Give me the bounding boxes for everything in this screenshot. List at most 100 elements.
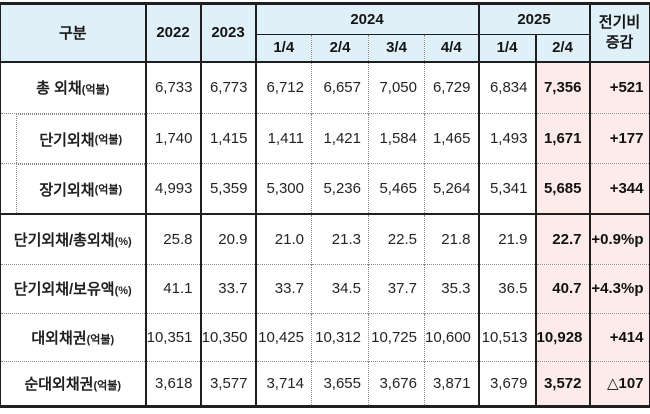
value-cell: 5,465 — [368, 163, 425, 214]
value-cell: 6,712 — [254, 60, 312, 114]
value-cell: 22.5 — [368, 213, 425, 264]
value-cell: 36.5 — [477, 263, 536, 313]
value-cell: 1,493 — [477, 113, 536, 164]
col-header-change-line2: 증감 — [605, 33, 634, 51]
value-cell: 21.3 — [311, 213, 369, 264]
value-cell: 10,425 — [254, 312, 312, 361]
value-cell: 1,415 — [199, 113, 256, 164]
table-row-short-debt-reserves-ratio: 단기외채/보유액(%) 41.1 33.7 33.7 34.5 37.7 35.… — [0, 263, 650, 313]
col-header-2025-q2: 2/4 — [534, 34, 590, 62]
value-cell-highlight: 40.7 — [534, 263, 590, 313]
value-cell: 6,773 — [199, 60, 256, 114]
value-cell: 7,050 — [368, 60, 425, 114]
value-cell: 6,657 — [311, 60, 369, 114]
change-cell: +521 — [588, 60, 650, 114]
row-label-text: 대외채권 — [31, 329, 87, 347]
value-cell: 3,655 — [311, 360, 369, 406]
table-row-external-credit: 대외채권(억불) 10,351 10,350 10,425 10,312 10,… — [0, 312, 650, 361]
value-cell: 10,513 — [477, 312, 536, 361]
value-cell: 21.0 — [254, 213, 312, 264]
value-cell: 5,264 — [424, 163, 479, 214]
col-header-2023: 2023 — [199, 3, 256, 62]
value-cell: 1,740 — [144, 113, 201, 164]
row-label-text: 단기외채 — [39, 131, 95, 149]
row-label-unit: (억불) — [81, 84, 110, 97]
table-row-short-debt-ratio: 단기외채/총외채(%) 25.8 20.9 21.0 21.3 22.5 21.… — [0, 213, 650, 264]
indent-box: 장기외채 (억불) — [16, 164, 145, 213]
value-cell: 10,351 — [144, 312, 201, 361]
table-header: 구분 2022 2023 2024 2025 전기비 증감 1/4 2/4 3/… — [0, 3, 650, 62]
value-cell: 1,421 — [311, 113, 369, 164]
col-header-2024-q1: 1/4 — [254, 34, 312, 62]
value-cell: 3,676 — [368, 360, 425, 406]
row-label-text: 총 외채 — [36, 80, 82, 98]
value-cell: 33.7 — [199, 263, 256, 313]
value-cell: 6,729 — [424, 60, 479, 114]
row-label-unit: (억불) — [86, 333, 115, 346]
value-cell: 3,714 — [254, 360, 312, 406]
value-cell: 35.3 — [424, 263, 479, 313]
col-header-2024-q4: 4/4 — [424, 34, 479, 62]
row-label-unit: (억불) — [94, 184, 123, 196]
value-cell: 5,236 — [311, 163, 369, 214]
table-row-short-term-debt: 단기외채 (억불) 1,740 1,415 1,411 1,421 1,584 1… — [0, 113, 650, 164]
table-row-long-term-debt: 장기외채 (억불) 4,993 5,359 5,300 5,236 5,465 5… — [0, 163, 650, 214]
value-cell: 6,834 — [477, 60, 536, 114]
col-header-change: 전기비 증감 — [588, 3, 650, 62]
value-cell: 3,871 — [424, 360, 479, 406]
col-header-2025-q1: 1/4 — [477, 34, 536, 62]
value-cell-highlight: 7,356 — [534, 60, 590, 114]
row-label: 대외채권(억불) — [0, 312, 146, 361]
value-cell-highlight: 5,685 — [534, 163, 590, 214]
row-label-unit: (억불) — [94, 134, 123, 146]
value-cell: 37.7 — [368, 263, 425, 313]
row-label-unit: (억불) — [93, 379, 122, 392]
value-cell: 1,584 — [368, 113, 425, 164]
value-cell: 3,577 — [199, 360, 256, 406]
value-cell: 21.9 — [477, 213, 536, 264]
row-label-text: 단기외채/보유액 — [13, 281, 115, 298]
col-header-2024-q2: 2/4 — [311, 34, 369, 62]
table-row-net-external-credit: 순대외채권(억불) 3,618 3,577 3,714 3,655 3,676 … — [0, 360, 650, 406]
value-cell: 21.8 — [424, 213, 479, 264]
value-cell: 10,600 — [424, 312, 479, 361]
change-cell: +4.3%p — [588, 263, 650, 313]
value-cell: 10,725 — [368, 312, 425, 361]
value-cell: 10,350 — [199, 312, 256, 361]
value-cell: 20.9 — [199, 213, 256, 264]
value-cell-highlight: 22.7 — [534, 213, 590, 264]
header-row-groups: 구분 2022 2023 2024 2025 전기비 증감 — [0, 3, 650, 62]
value-cell: 1,465 — [424, 113, 479, 164]
row-label-text: 장기외채 — [39, 181, 95, 199]
value-cell: 6,733 — [144, 60, 201, 114]
change-cell: △107 — [588, 360, 650, 406]
value-cell: 1,411 — [254, 113, 312, 164]
row-label: 총 외채(억불) — [0, 60, 146, 114]
col-header-2022: 2022 — [144, 3, 201, 62]
value-cell: 41.1 — [144, 263, 201, 313]
row-label-indented: 단기외채 (억불) — [0, 113, 146, 164]
value-cell: 5,341 — [477, 163, 536, 214]
col-header-category: 구분 — [0, 3, 146, 62]
change-cell: +0.9%p — [588, 213, 650, 264]
value-cell: 33.7 — [254, 263, 312, 313]
indent-box: 단기외채 (억불) — [16, 114, 145, 163]
value-cell: 4,993 — [144, 163, 201, 214]
header-row-quarters: 1/4 2/4 3/4 4/4 1/4 2/4 — [1, 34, 650, 62]
change-cell: +414 — [588, 312, 650, 361]
row-label-unit: (%) — [114, 285, 132, 297]
change-cell: +344 — [588, 163, 650, 214]
value-cell: 5,359 — [199, 163, 256, 214]
value-cell: 25.8 — [144, 213, 201, 264]
row-label-text: 단기외채/총외채 — [13, 231, 115, 249]
row-label-indented: 장기외채 (억불) — [0, 163, 146, 214]
col-group-2024: 2024 — [254, 3, 479, 35]
col-group-2025: 2025 — [477, 3, 590, 35]
value-cell-highlight: 10,928 — [534, 312, 590, 361]
col-header-2024-q3: 3/4 — [368, 34, 425, 62]
value-cell: 5,300 — [254, 163, 312, 214]
row-label: 단기외채/총외채(%) — [0, 213, 146, 264]
value-cell-highlight: 1,671 — [534, 113, 590, 164]
value-cell: 3,679 — [477, 360, 536, 406]
